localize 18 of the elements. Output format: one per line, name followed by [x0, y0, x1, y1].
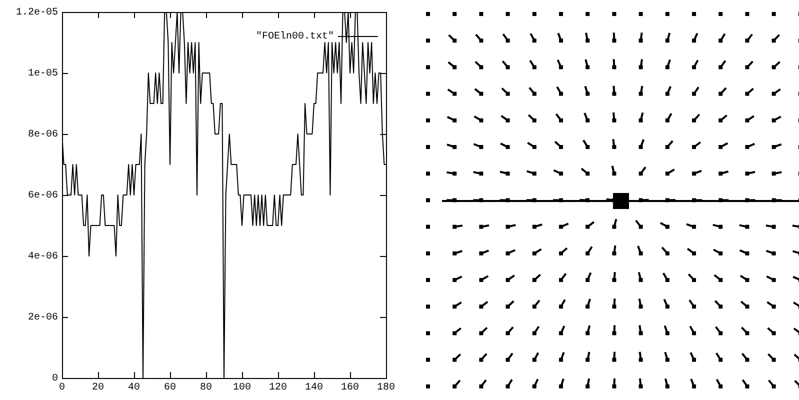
x-tick-label: 20: [92, 382, 104, 394]
y-tick-label: 1.2e-05: [16, 8, 58, 19]
y-tick-label: 6e-06: [28, 190, 58, 202]
x-tick-label: 160: [340, 382, 360, 394]
x-tick-label: 60: [164, 382, 176, 394]
x-tick-label: 80: [200, 382, 212, 394]
y-tick-label: 0: [52, 374, 58, 385]
x-tick-label: 180: [376, 382, 396, 394]
x-tick-label: 40: [128, 382, 140, 394]
y-tick-label: 2e-06: [28, 312, 58, 324]
x-tick-label: 0: [58, 382, 66, 394]
x-tick-label: 120: [268, 382, 288, 394]
y-tick-label: 8e-06: [28, 130, 58, 141]
x-tick-label: 100: [232, 382, 252, 394]
y-tick-label: 1e-05: [28, 68, 58, 80]
legend-label: "FOEln00.txt": [256, 30, 334, 43]
y-tick-label: 4e-06: [28, 252, 58, 263]
x-tick-label: 140: [304, 382, 324, 394]
